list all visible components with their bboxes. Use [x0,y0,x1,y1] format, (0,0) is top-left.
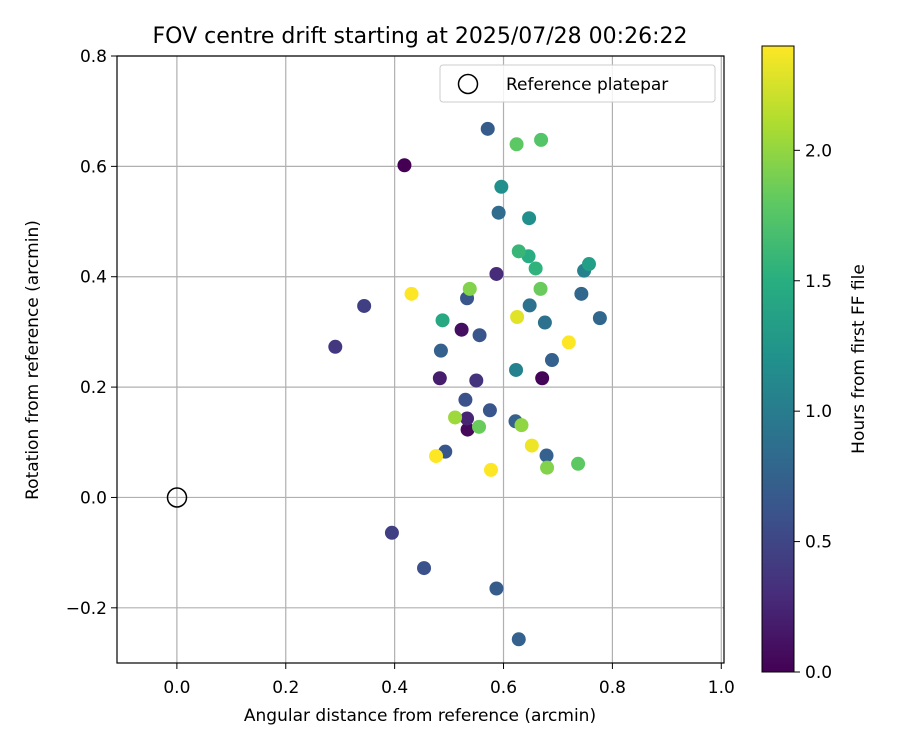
colorbar [761,45,795,673]
scatter-point [574,286,589,301]
colorbar-tick-label: 0.5 [805,533,832,553]
scatter-point [540,460,555,475]
legend-label: Reference platepar [506,75,668,95]
scatter-point [522,211,537,226]
scatter-point [460,411,475,426]
scatter-point [472,328,487,343]
colorbar-tick-label: 2.0 [805,141,832,161]
scatter-point [539,448,554,463]
scatter-point [489,266,504,281]
scatter-point [522,298,537,313]
colorbar-tick-label: 0.0 [805,663,832,683]
scatter-point [483,462,498,477]
chart-title: FOV centre drift starting at 2025/07/28 … [153,24,688,49]
scatter-point [462,281,477,296]
scatter-point [460,422,475,437]
scatter-point [435,313,450,328]
x-axis-ticks: 0.0 0.2 0.4 0.6 0.8 1.0 [163,663,735,698]
scatter-point [533,281,548,296]
scatter-point [458,392,473,407]
scatter-point [509,362,524,377]
legend: Reference platepar [439,64,716,103]
scatter-point [571,456,586,471]
scatter-point [397,158,412,173]
x-tick-label: 0.6 [490,678,517,698]
colorbar-label: Hours from first FF file [849,264,869,454]
plot-frame [116,55,725,664]
colorbar-tick-label: 1.0 [805,402,832,422]
x-tick-label: 0.0 [163,678,190,698]
x-axis-label: Angular distance from reference (arcmin) [244,706,596,726]
y-tick-label: 0.0 [80,488,107,508]
scatter-point [535,371,550,386]
y-tick-label: 0.4 [80,268,107,288]
y-axis-ticks: −0.2 0.0 0.2 0.4 0.6 0.8 [66,47,117,619]
x-tick-label: 0.4 [381,678,408,698]
scatter-point [454,322,469,337]
scatter-point [448,410,463,425]
reference-point-marker [166,487,188,508]
scatter-point [581,257,596,272]
y-tick-label: 0.8 [80,47,107,67]
scatter-point [433,343,448,358]
scatter-point [328,339,343,354]
scatter-point [384,525,399,540]
scatter-point [561,335,576,350]
scatter-point [544,353,559,368]
scatter-point [524,438,539,453]
scatter-point [510,310,525,325]
scatter-point [357,298,372,313]
colorbar-tick-label: 1.5 [805,272,832,292]
scatter-point [537,315,552,330]
scatter-point [480,121,495,136]
scatter-point [489,581,504,596]
x-tick-label: 0.8 [599,678,626,698]
scatter-point [509,137,524,152]
legend-marker [457,73,479,95]
scatter-point [417,561,432,576]
scatter-point [511,632,526,647]
legend-box [439,64,716,103]
scatter-point [482,403,497,418]
y-tick-label: −0.2 [66,599,107,619]
scatter-point [491,205,506,220]
scatter-point [528,261,543,276]
x-tick-label: 0.2 [272,678,299,698]
x-tick-label: 1.0 [708,678,735,698]
scatter-point [404,286,419,301]
scatter-point [534,132,549,147]
scatter-point [514,418,529,433]
y-tick-label: 0.6 [80,157,107,177]
scatter-point [432,371,447,386]
scatter-point [494,179,509,194]
scatter-points [328,121,607,647]
scatter-point [511,244,526,259]
scatter-point [472,419,487,434]
y-axis-label: Rotation from reference (arcmin) [23,220,43,500]
scatter-point [592,311,607,326]
scatter-point [429,449,444,464]
y-tick-label: 0.2 [80,378,107,398]
colorbar-ticks: 0.0 0.5 1.0 1.5 2.0 [794,141,832,683]
scatter-point [469,373,484,388]
